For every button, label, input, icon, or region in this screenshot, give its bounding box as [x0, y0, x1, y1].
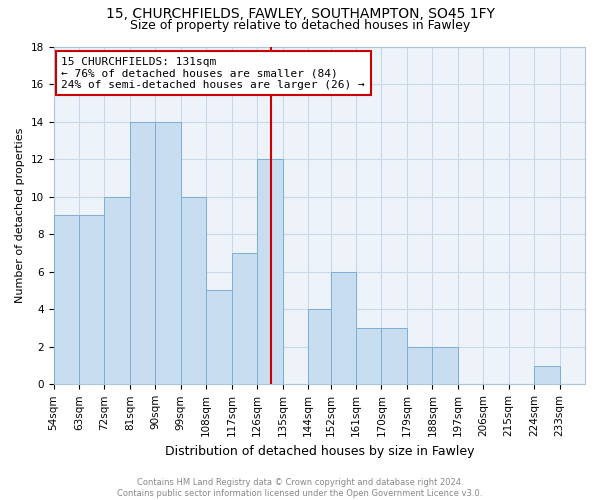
Text: 15 CHURCHFIELDS: 131sqm
← 76% of detached houses are smaller (84)
24% of semi-de: 15 CHURCHFIELDS: 131sqm ← 76% of detache… — [61, 56, 365, 90]
Bar — [534, 366, 560, 384]
Bar — [232, 253, 257, 384]
Bar — [308, 309, 334, 384]
Bar — [181, 196, 206, 384]
Bar — [79, 216, 104, 384]
Bar — [407, 347, 433, 385]
Bar — [433, 347, 458, 385]
Bar — [206, 290, 232, 384]
Text: Size of property relative to detached houses in Fawley: Size of property relative to detached ho… — [130, 19, 470, 32]
Bar — [331, 272, 356, 384]
Bar — [104, 196, 130, 384]
Bar — [155, 122, 181, 384]
Bar — [356, 328, 382, 384]
Bar — [53, 216, 79, 384]
Bar — [382, 328, 407, 384]
Text: Contains HM Land Registry data © Crown copyright and database right 2024.
Contai: Contains HM Land Registry data © Crown c… — [118, 478, 482, 498]
X-axis label: Distribution of detached houses by size in Fawley: Distribution of detached houses by size … — [164, 444, 474, 458]
Y-axis label: Number of detached properties: Number of detached properties — [15, 128, 25, 303]
Text: 15, CHURCHFIELDS, FAWLEY, SOUTHAMPTON, SO45 1FY: 15, CHURCHFIELDS, FAWLEY, SOUTHAMPTON, S… — [106, 8, 494, 22]
Bar — [257, 159, 283, 384]
Bar — [130, 122, 155, 384]
